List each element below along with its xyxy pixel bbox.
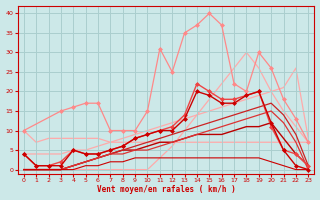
X-axis label: Vent moyen/en rafales ( km/h ): Vent moyen/en rafales ( km/h ) [97, 185, 236, 194]
